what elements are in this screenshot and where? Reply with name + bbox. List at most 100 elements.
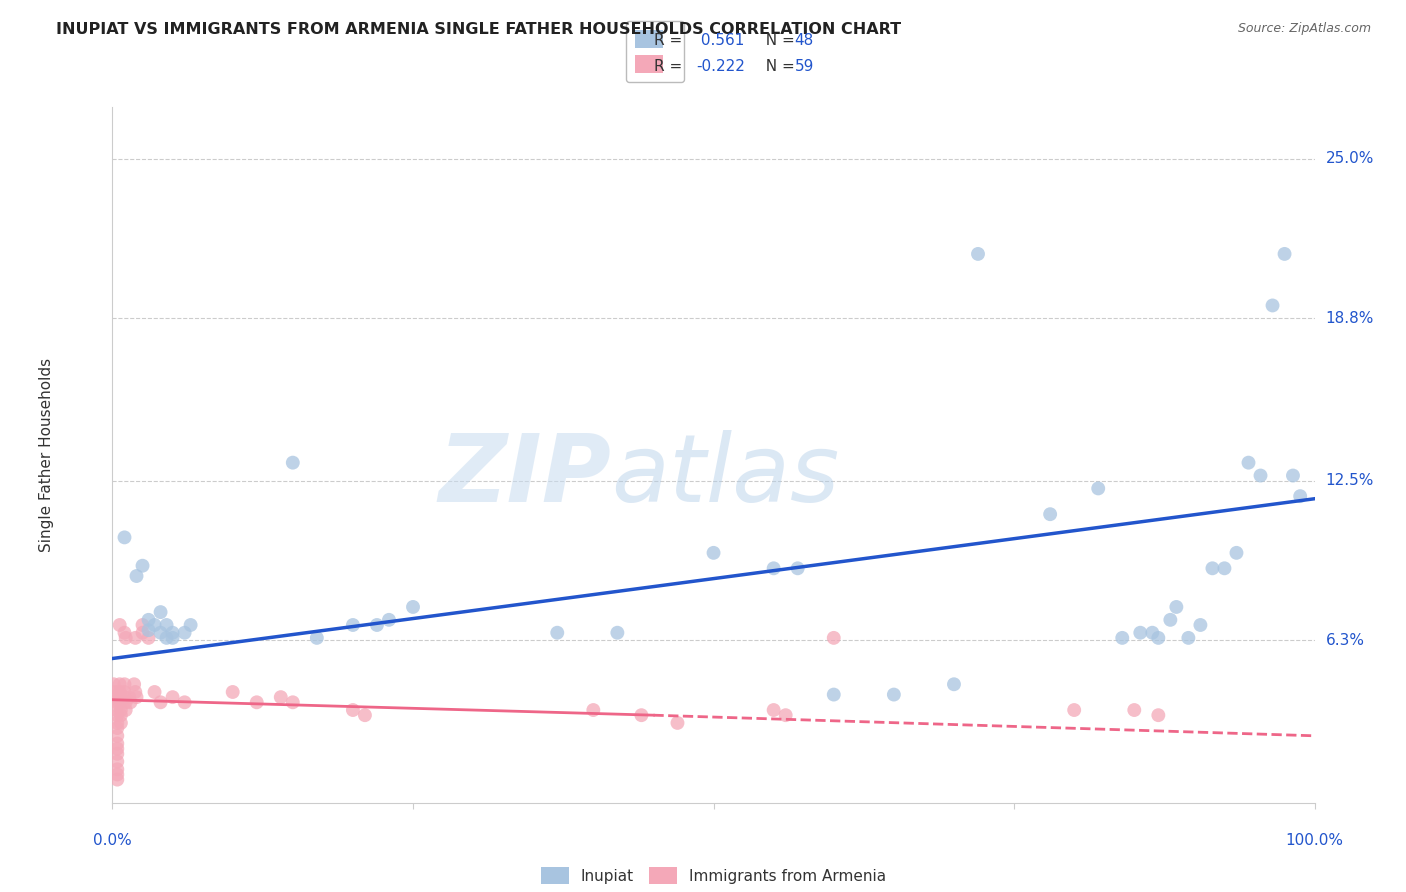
Text: 6.3%: 6.3%	[1326, 633, 1365, 648]
Point	[105, 741, 128, 756]
Text: N =: N =	[756, 60, 800, 74]
Point	[1250, 468, 1272, 483]
Point	[173, 625, 195, 640]
Point	[105, 772, 128, 787]
Point	[1261, 298, 1284, 312]
Point	[105, 755, 128, 769]
Point	[105, 767, 128, 781]
Point	[108, 690, 131, 705]
Point	[149, 605, 172, 619]
Point	[630, 708, 652, 723]
Point	[108, 677, 131, 691]
Text: 18.8%: 18.8%	[1326, 310, 1374, 326]
Point	[131, 558, 153, 573]
Point	[122, 677, 145, 691]
Point	[138, 631, 160, 645]
Point	[105, 762, 128, 776]
Point	[131, 618, 153, 632]
Point	[1063, 703, 1085, 717]
Point	[155, 631, 177, 645]
Point	[762, 703, 785, 717]
Point	[105, 715, 128, 730]
Point	[354, 708, 377, 723]
Text: 25.0%: 25.0%	[1326, 151, 1374, 166]
Point	[180, 618, 202, 632]
Point	[173, 695, 195, 709]
Point	[125, 569, 148, 583]
Point	[270, 690, 292, 705]
Text: INUPIAT VS IMMIGRANTS FROM ARMENIA SINGLE FATHER HOUSEHOLDS CORRELATION CHART: INUPIAT VS IMMIGRANTS FROM ARMENIA SINGL…	[56, 22, 901, 37]
Point	[105, 747, 128, 761]
Point	[402, 599, 425, 614]
Point	[149, 695, 172, 709]
Point	[105, 695, 128, 709]
Point	[281, 456, 304, 470]
Text: R =: R =	[654, 33, 688, 47]
Point	[762, 561, 785, 575]
Point	[1087, 482, 1109, 496]
Point	[118, 690, 141, 705]
Point	[582, 703, 605, 717]
Point	[1039, 507, 1062, 521]
Point	[110, 708, 132, 723]
Point	[823, 688, 845, 702]
Point	[342, 618, 364, 632]
Point	[110, 715, 132, 730]
Point	[108, 685, 131, 699]
Text: -0.222: -0.222	[696, 60, 745, 74]
Point	[1147, 708, 1170, 723]
Point	[114, 695, 136, 709]
Point	[162, 625, 184, 640]
Text: ZIP: ZIP	[439, 430, 612, 522]
Point	[222, 685, 245, 699]
Text: 48: 48	[794, 33, 814, 47]
Point	[1189, 618, 1212, 632]
Point	[143, 618, 166, 632]
Point	[149, 625, 172, 640]
Point	[114, 703, 136, 717]
Text: Source: ZipAtlas.com: Source: ZipAtlas.com	[1237, 22, 1371, 36]
Point	[305, 631, 328, 645]
Point	[1225, 546, 1247, 560]
Point	[342, 703, 364, 717]
Point	[114, 631, 136, 645]
Point	[114, 530, 136, 544]
Point	[1177, 631, 1199, 645]
Point	[138, 613, 160, 627]
Point	[114, 625, 136, 640]
Point	[1159, 613, 1181, 627]
Point	[125, 690, 148, 705]
Text: 0.561: 0.561	[696, 33, 744, 47]
Point	[108, 695, 131, 709]
Point	[105, 690, 128, 705]
Point	[546, 625, 568, 640]
Point	[378, 613, 401, 627]
Point	[114, 685, 136, 699]
Point	[967, 247, 990, 261]
Point	[108, 618, 131, 632]
Point	[114, 677, 136, 691]
Point	[105, 737, 128, 751]
Point	[1123, 703, 1146, 717]
Text: N =: N =	[756, 33, 800, 47]
Text: Single Father Households: Single Father Households	[39, 358, 53, 552]
Point	[131, 625, 153, 640]
Point	[138, 623, 160, 637]
Point	[823, 631, 845, 645]
Point	[1142, 625, 1164, 640]
Point	[246, 695, 269, 709]
Point	[105, 703, 128, 717]
Point	[1274, 247, 1296, 261]
Text: 100.0%: 100.0%	[1285, 833, 1344, 848]
Point	[883, 688, 905, 702]
Point	[1201, 561, 1223, 575]
Point	[281, 695, 304, 709]
Point	[1129, 625, 1152, 640]
Point	[1237, 456, 1260, 470]
Text: atlas: atlas	[612, 430, 839, 521]
Text: R =: R =	[654, 60, 688, 74]
Point	[162, 690, 184, 705]
Point	[786, 561, 808, 575]
Point	[105, 729, 128, 743]
Point	[114, 690, 136, 705]
